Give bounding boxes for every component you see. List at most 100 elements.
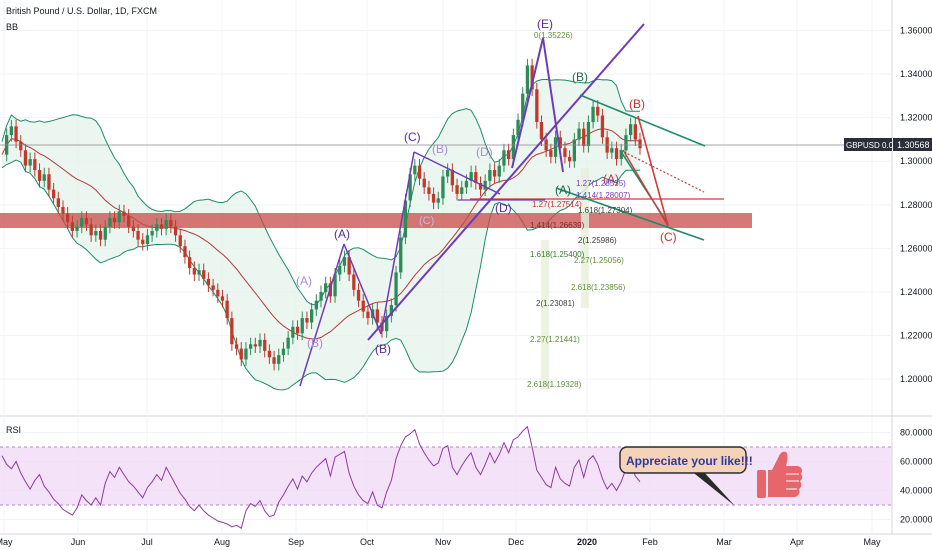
fib-b-4: 2.27(1.25056) (574, 256, 624, 265)
candle-body (164, 220, 168, 229)
candle-body (211, 285, 215, 290)
price-tick-label: 1.30000 (900, 156, 932, 166)
symbol-title[interactable]: British Pound / U.S. Dollar, 1D, FXCM (6, 6, 157, 16)
candle-body (319, 292, 323, 301)
candle-body (197, 270, 201, 275)
candle-body (98, 231, 103, 240)
wave-label-c: (C) (404, 130, 421, 144)
candle-body (408, 174, 412, 201)
candle-body (422, 178, 426, 188)
candle-body (42, 174, 46, 181)
purple-wave-e (511, 37, 544, 169)
candle-body (145, 235, 150, 244)
time-axis[interactable]: May Jun Jul Aug Sep Oct Nov Dec 2020 Feb Mar Apr May (0, 537, 881, 547)
candle-body (206, 278, 211, 286)
time-tick-label: Nov (435, 537, 452, 547)
candle-body (469, 172, 473, 181)
candle-body (66, 213, 70, 223)
price-badge-symbol: GBPUSD 0.06% (846, 141, 905, 150)
candle-body (117, 211, 121, 223)
price-badge-value: 1.30568 (897, 140, 930, 150)
candle-body (141, 239, 145, 245)
purple-trendline-1 (367, 23, 645, 341)
candle-body (84, 217, 89, 225)
price-badge-value-bg (893, 138, 932, 151)
candle-body (455, 185, 459, 194)
wave-label-b-top: (B) (572, 70, 588, 84)
candle-body (450, 170, 454, 186)
rsi-axis[interactable]: 80.0000 60.0000 40.0000 20.0000 (900, 428, 932, 525)
time-tick-label: Feb (642, 537, 658, 547)
candle-body (483, 180, 487, 190)
green-lower-channel (555, 187, 705, 241)
candle-body (516, 119, 520, 136)
candle-body (33, 159, 37, 170)
candle-body (225, 300, 229, 319)
fib-a-0: 0(1.35226) (534, 31, 573, 40)
candle-body (572, 139, 576, 162)
wave-label-a-mid: (A) (334, 227, 350, 241)
price-tick-label: 1.26000 (900, 243, 932, 253)
like-callout: Appreciate your like!!! (619, 446, 753, 506)
fib-a-4: 2(1.23081) (536, 299, 575, 308)
candle-body (136, 231, 140, 240)
indicator-bb[interactable]: BB (6, 22, 18, 32)
fib-b-3: 2(1.25986) (578, 236, 617, 245)
price-tick-label: 1.36000 (900, 26, 932, 36)
candle-body (582, 128, 586, 146)
candle-body (52, 189, 56, 199)
candle-body (460, 187, 464, 194)
candle-body (427, 187, 431, 194)
fib-a-1: 1.27(1.27514) (532, 200, 582, 209)
wave-label-b-bottom: (B) (375, 342, 391, 356)
candle-body (431, 193, 436, 203)
wave-label-e: (E) (537, 17, 553, 31)
fib-b-1: 1.414(1.28007) (576, 191, 631, 200)
candle-body (122, 211, 126, 216)
candle-body (403, 200, 408, 238)
candle-body (258, 339, 262, 347)
candle-body (127, 215, 131, 227)
candle-body (239, 348, 243, 360)
candle-body (230, 318, 234, 345)
time-tick-label: Apr (790, 537, 804, 547)
candle-body (159, 224, 164, 229)
candle-body (568, 156, 572, 162)
candle-body (436, 198, 440, 203)
candle-body (492, 170, 497, 177)
candle-body (511, 135, 515, 160)
fib-column-b (581, 168, 589, 308)
purple-wave-c (380, 151, 415, 335)
candle-body (577, 128, 581, 140)
candle-body (399, 237, 403, 273)
price-tick-label: 1.24000 (900, 287, 932, 297)
candle-body (103, 226, 107, 240)
candle-body (286, 337, 290, 349)
time-tick-label: 2020 (577, 537, 597, 547)
candle-body (507, 150, 511, 159)
candle-body (23, 150, 28, 166)
candle-body (375, 309, 379, 323)
candle-body (600, 115, 605, 138)
candle-body (173, 226, 178, 236)
candle-body (338, 265, 342, 275)
price-axis[interactable]: 1.36000 1.34000 1.32000 1.30000 1.28000 1.260… (900, 26, 932, 385)
callout-pointer (690, 470, 735, 506)
time-tick-label: Dec (508, 537, 525, 547)
wave-label-d-mid: (D) (476, 145, 493, 159)
candle-body (244, 348, 248, 360)
rsi-title[interactable]: RSI (6, 425, 21, 435)
wave-label-b-left: (B) (307, 336, 323, 350)
wave-label-d: (D) (495, 201, 512, 215)
candle-body (234, 344, 239, 349)
rsi-line (1, 425, 641, 529)
candle-body (281, 348, 286, 356)
candle-body (488, 170, 492, 181)
candle-body (155, 224, 159, 231)
time-tick-label: Sep (288, 537, 304, 547)
green-upper-channel (579, 94, 706, 147)
candle-body (441, 176, 445, 199)
candle-body (361, 300, 365, 312)
rsi-tick-label: 80.0000 (900, 428, 932, 438)
